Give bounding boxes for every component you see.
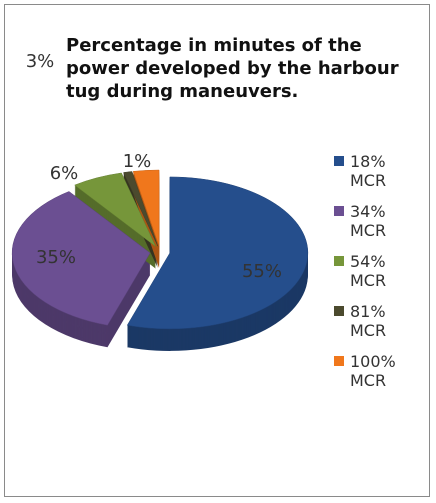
legend-swatch xyxy=(334,356,344,366)
data-label: 1% xyxy=(123,151,152,172)
slice xyxy=(132,169,160,247)
data-label: 3% xyxy=(26,51,55,72)
data-label: 55% xyxy=(242,261,282,282)
legend-label: 81% MCR xyxy=(350,302,387,340)
slice xyxy=(126,176,309,330)
legend-swatch xyxy=(334,306,344,316)
legend-swatch xyxy=(334,156,344,166)
slice xyxy=(74,172,156,247)
legend-label: 18% MCR xyxy=(350,152,387,190)
data-label: 6% xyxy=(50,163,79,184)
slice xyxy=(11,191,151,326)
legend-swatch xyxy=(334,256,344,266)
legend-label: 100% MCR xyxy=(350,352,396,390)
slice xyxy=(123,171,159,247)
legend-label: 54% MCR xyxy=(350,252,387,290)
frame xyxy=(4,4,430,497)
data-label: 35% xyxy=(36,247,76,268)
chart-title: Percentage in minutes of the power devel… xyxy=(66,35,399,102)
legend-label: 34% MCR xyxy=(350,202,387,240)
legend-swatch xyxy=(334,206,344,216)
